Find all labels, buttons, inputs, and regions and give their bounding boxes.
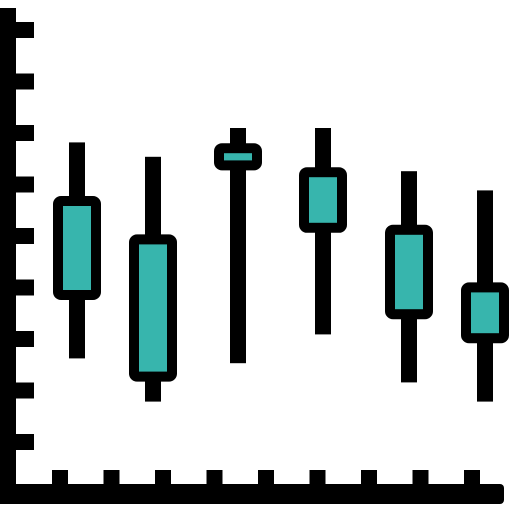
candlestick-group [53,128,509,402]
y-axis-tick [14,382,34,399]
candle-body-fill [139,244,167,372]
y-axis-tick [14,279,34,296]
candle-body-fill [309,177,337,223]
chart-axes [0,8,504,504]
x-axis-tick [52,470,68,488]
candle-body-fill [471,292,499,334]
x-axis-tick [258,470,274,488]
candlestick [461,190,509,402]
x-axis-tick [464,470,480,488]
candle-body-fill [63,206,91,290]
x-axis-tick [103,470,120,488]
y-axis-tick [14,331,34,347]
candle-body-fill [224,153,252,161]
x-axis-tick [309,470,326,488]
y-axis-tick [14,176,34,193]
candlestick [385,171,433,383]
y-axis-tick [14,125,34,141]
x-axis-line [0,484,504,504]
candle-wick [230,128,246,364]
candlestick [129,156,177,402]
y-axis-tick [14,73,34,90]
x-axis-tick [412,470,429,488]
candle-body-fill [395,234,423,310]
candlestick [214,128,262,364]
x-axis-tick [206,470,223,488]
y-axis-tick [14,434,34,450]
y-axis-tick [14,22,34,38]
candlestick [299,128,347,335]
x-axis-tick [155,470,171,488]
x-axis-tick [361,470,377,488]
candlestick [53,142,101,359]
y-axis-tick [14,228,34,244]
y-axis-line [0,8,16,504]
